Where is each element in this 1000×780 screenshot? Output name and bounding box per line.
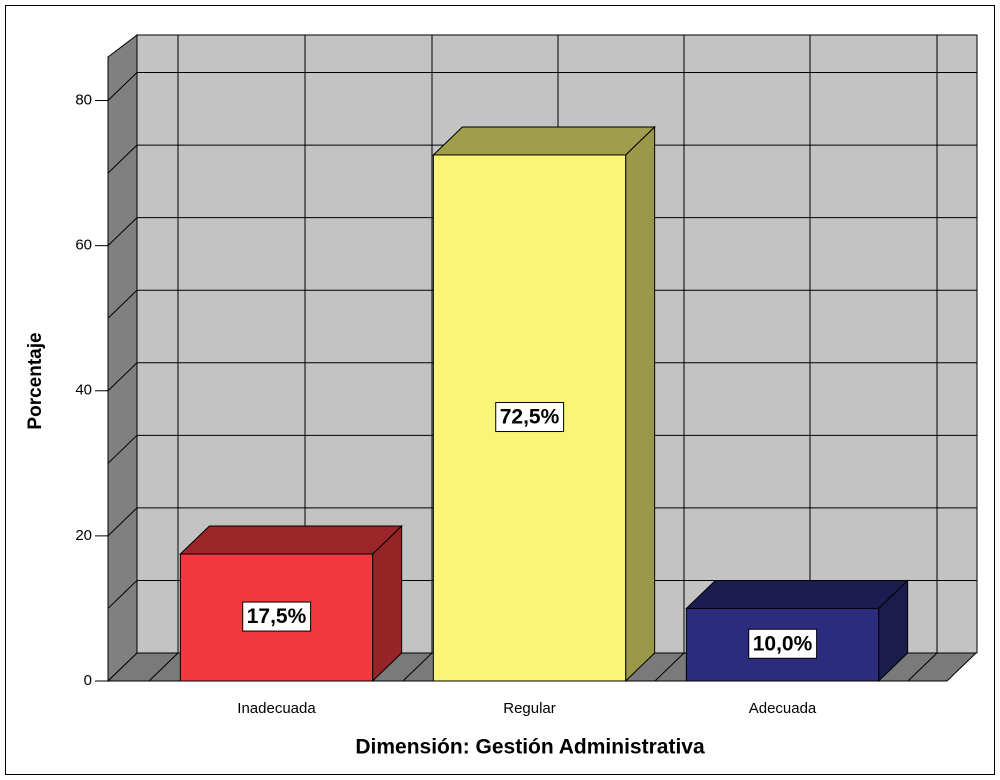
side-minor-grid-line <box>107 289 138 319</box>
value-label-box <box>242 601 312 632</box>
bar-side <box>625 125 656 683</box>
side-minor-grid-line <box>107 144 138 174</box>
x-axis-title: Dimensión: Gestión Administrativa <box>355 736 705 759</box>
side-minor-grid-line <box>107 580 138 609</box>
y-tick-label: 0 <box>84 672 92 689</box>
bar-top <box>179 525 403 555</box>
value-label: 17,5% <box>247 605 307 628</box>
floor-line <box>402 652 433 682</box>
value-label: 10,0% <box>753 632 813 655</box>
side-minor-grid-line <box>107 434 138 464</box>
x-tick-label: Inadecuada <box>237 700 316 717</box>
y-axis-title: Porcentaje <box>25 332 46 429</box>
side-grid-line <box>107 507 138 537</box>
x-tick-label: Adecuada <box>749 700 817 717</box>
x-tick-label: Regular <box>503 700 556 717</box>
value-label-box <box>748 628 818 659</box>
bar-top <box>432 126 656 156</box>
side-grid-line <box>107 72 138 101</box>
side-grid-line <box>107 362 138 392</box>
floor-line <box>907 652 938 682</box>
y-tick-label: 40 <box>75 382 92 399</box>
y-tick-label: 80 <box>75 92 92 109</box>
value-label-box <box>495 402 565 433</box>
bar-top <box>685 579 909 609</box>
floor-line <box>654 652 685 682</box>
y-tick-label: 60 <box>75 237 92 254</box>
floor-line <box>148 652 179 682</box>
side-grid-line <box>107 217 138 247</box>
value-label: 72,5% <box>500 406 560 429</box>
y-tick-label: 20 <box>75 527 92 544</box>
